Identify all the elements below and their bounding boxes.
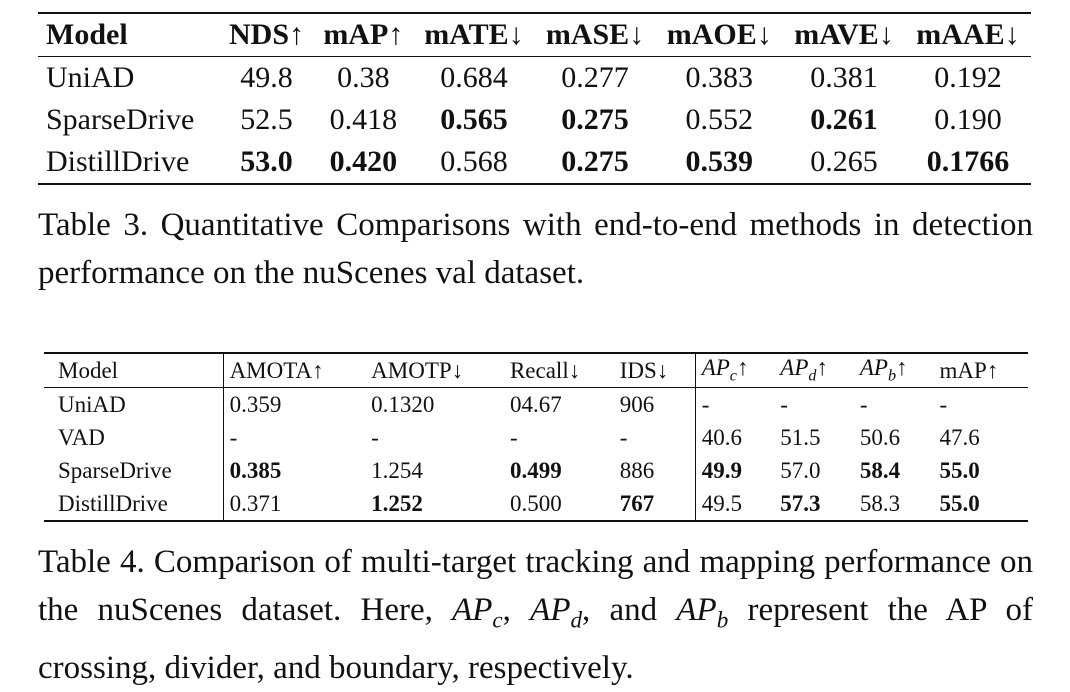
- table-cell: -: [229, 424, 238, 450]
- table-cell: 58.4: [859, 457, 901, 483]
- table-3-header-cell: mASE↓: [534, 13, 656, 57]
- table-row: UniAD 49.8 0.38 0.684 0.277 0.383 0.381 0.192: [38, 57, 1031, 100]
- caption-separator: , and: [582, 592, 677, 628]
- table-cell: 0.190: [934, 103, 1002, 136]
- table-cell: 0.539: [685, 145, 753, 178]
- table-3-header-cell: mAVE↓: [783, 13, 905, 57]
- table-cell: 0.261: [810, 103, 878, 136]
- table-cell: -: [701, 391, 710, 417]
- table-row: VAD - - - -40.6 51.5 50.6 47.6: [44, 421, 1028, 454]
- model-name-cell: VAD: [44, 421, 224, 454]
- table-4-header-cell: mAP↑: [933, 353, 1028, 388]
- table-row: DistillDrive 0.371 1.252 0.500 767 49.5 57.3 58…: [44, 487, 1028, 521]
- table-3-header-cell: Model: [38, 13, 220, 57]
- table-row: DistillDrive 53.0 0.420 0.568 0.275 0.539 0.26…: [38, 141, 1031, 184]
- table-3-header-cell: mAAE↓: [904, 13, 1031, 57]
- table-cell: 0.381: [810, 61, 878, 94]
- caption-separator: ,: [502, 592, 531, 628]
- table-cell: 58.3: [859, 490, 901, 516]
- table-4-header-cell: Model: [44, 353, 224, 388]
- table-cell: 0.684: [440, 61, 508, 94]
- table-4-tracking-mapping: Model AMOTA↑ AMOTP↓ Recall↓ IDS↓ APc↑ APd↑ APb↑…: [44, 352, 1028, 522]
- table-row: UniAD 0.359 0.1320 04.67 906- - - -: [44, 387, 1028, 421]
- model-name-cell: UniAD: [44, 387, 224, 421]
- table-row: SparseDrive 52.5 0.418 0.565 0.275 0.552 0.261…: [38, 99, 1031, 141]
- table-4-header-row: Model AMOTA↑ AMOTP↓ Recall↓ IDS↓ APc↑ APd↑ APb↑…: [44, 353, 1028, 388]
- table-cell: 1.252: [371, 490, 423, 516]
- table-cell: 53.0: [240, 145, 293, 178]
- table-cell: 52.5: [240, 103, 293, 136]
- table-cell: 0.568: [440, 145, 508, 178]
- table-cell: 57.0: [780, 457, 821, 483]
- table-cell: 55.0: [939, 490, 980, 516]
- table-cell: 906: [613, 387, 696, 421]
- model-name-cell: SparseDrive: [46, 103, 195, 136]
- table-cell: 49.9: [701, 457, 742, 483]
- caption-text: Table 4. Comparison of multi-target trac…: [38, 544, 1033, 628]
- table-cell: 0.565: [440, 103, 508, 136]
- table-4-header-cell: APc↑: [695, 353, 775, 388]
- model-name-cell: UniAD: [46, 61, 135, 94]
- table-cell: 0.275: [561, 145, 629, 178]
- model-name-cell: DistillDrive: [46, 145, 190, 178]
- table-cell: 886: [613, 454, 696, 487]
- table-cell: 0.385: [229, 457, 282, 483]
- table-cell: 51.5: [780, 424, 821, 450]
- table-cell: 57.3: [780, 490, 821, 516]
- table-cell: 49.5: [701, 490, 742, 516]
- table-cell: -: [613, 421, 696, 454]
- table-3-header-cell: mAP↑: [313, 13, 414, 57]
- table-3-header-cell: mAOE↓: [655, 13, 784, 57]
- table-cell: 0.275: [561, 103, 629, 136]
- table-cell: 0.277: [561, 61, 629, 94]
- table-cell: 0.265: [810, 145, 878, 178]
- table-3-header-cell: NDS↑: [219, 13, 314, 57]
- table-cell: 50.6: [859, 424, 901, 450]
- table-cell: -: [371, 424, 379, 450]
- table-4-header-cell: AMOTP↓: [365, 353, 504, 388]
- table-cell: 0.418: [329, 103, 398, 136]
- table-cell: 0.371: [229, 490, 282, 516]
- table-cell: 1.254: [371, 457, 423, 483]
- table-row: SparseDrive 0.385 1.254 0.499 886 49.9 57.0 58.…: [44, 454, 1028, 487]
- table-cell: 47.6: [939, 424, 980, 450]
- table-4-caption: Table 4. Comparison of multi-target trac…: [38, 538, 1033, 692]
- table-cell: -: [509, 424, 518, 450]
- table-cell: 767: [613, 487, 696, 521]
- table-cell: -: [859, 391, 868, 417]
- table-4-header-cell: Recall↓: [503, 353, 614, 388]
- table-4-header-cell: IDS↓: [613, 353, 696, 388]
- table-cell: 0.420: [329, 145, 398, 178]
- model-name-cell: DistillDrive: [44, 487, 224, 521]
- table-cell: 0.192: [934, 61, 1002, 94]
- ap-b-symbol: APb: [676, 592, 729, 633]
- table-3-header-row: Model NDS↑ mAP↑ mATE↓ mASE↓ mAOE↓ mAVE↓ mAAE↓: [38, 13, 1031, 57]
- table-4-header-cell: AMOTA↑: [223, 353, 366, 388]
- table-cell: 0.359: [229, 391, 282, 417]
- table-cell: 04.67: [509, 391, 562, 417]
- table-cell: 0.1320: [371, 391, 435, 417]
- table-3-caption: Table 3. Quantitative Comparisons with e…: [38, 207, 1033, 291]
- ap-d-symbol: APd: [530, 592, 583, 633]
- table-cell: 0.38: [337, 61, 390, 94]
- table-4-header-cell: APb↑: [853, 353, 934, 388]
- table-cell: 40.6: [701, 424, 742, 450]
- table-cell: -: [780, 391, 788, 417]
- table-cell: 0.552: [685, 103, 753, 136]
- table-cell: 0.500: [509, 490, 562, 516]
- table-4-header-cell: APd↑: [774, 353, 854, 388]
- table-3-detection: Model NDS↑ mAP↑ mATE↓ mASE↓ mAOE↓ mAVE↓ mAAE↓ U…: [38, 12, 1031, 185]
- table-cell: 0.383: [685, 61, 753, 94]
- table-3-header-cell: mATE↓: [413, 13, 535, 57]
- table-cell: -: [939, 391, 948, 417]
- ap-c-symbol: APc: [452, 592, 503, 633]
- model-name-cell: SparseDrive: [44, 454, 224, 487]
- table-cell: 0.499: [509, 457, 562, 483]
- caption-text: represent the AP of crossing, divider, a…: [38, 592, 1034, 686]
- table-cell: 0.1766: [926, 145, 1010, 178]
- table-cell: 55.0: [939, 457, 980, 483]
- table-cell: 49.8: [240, 61, 293, 94]
